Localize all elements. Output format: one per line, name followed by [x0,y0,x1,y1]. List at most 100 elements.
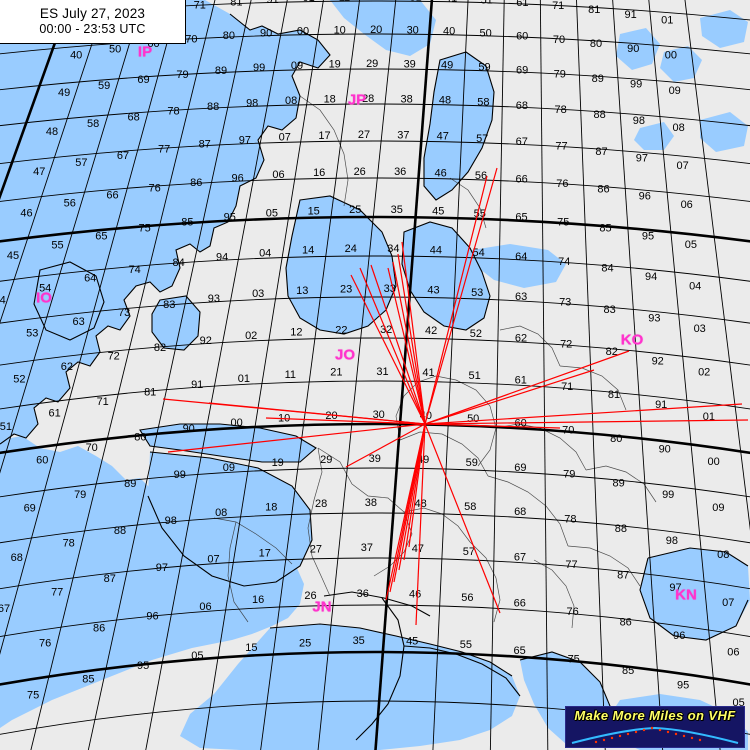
grid-square-number: 99 [253,62,265,74]
baltic-sea [402,222,490,330]
grid-square-number: 85 [622,665,634,677]
grid-square-number: 76 [566,606,578,618]
propagation-path [208,402,426,425]
grid-square-number: 35 [353,635,365,647]
grid-square-number: 64 [84,273,96,285]
grid-square-number: 96 [146,611,158,623]
grid-square-number: 22 [335,324,347,336]
grid-square-number: 01 [703,411,715,423]
propagation-path [424,175,488,425]
grid-field-io: IO [36,289,52,307]
grid-square-number: 34 [387,243,399,255]
grid-square-number: 05 [685,239,697,251]
grid-square-number: 82 [154,342,166,354]
grid-square-number: 53 [26,327,38,339]
grid-square-number: 56 [475,170,487,182]
grid-field-jo: JO [334,346,356,364]
grid-square-number: 76 [556,178,568,190]
grid-square-number: 68 [127,111,139,123]
biscay-coast [147,451,313,587]
border-ukraine [585,465,657,503]
grid-square-number: 81 [230,0,242,8]
grid-field-kn: KN [675,586,697,604]
grid-square-number: 70 [553,34,565,46]
grid-square-number: 50 [109,44,121,56]
title-date: ES July 27, 2023 [39,6,146,21]
grid-square-number: 51 [0,421,12,433]
country-borders-layer [213,95,657,629]
propagation-path [385,423,426,601]
white-sea-inlet [700,10,748,48]
grid-square-number: 95 [642,230,654,242]
grid-square-number: 05 [191,650,203,662]
grid-square-number: 06 [199,601,211,613]
grid-square-number: 86 [597,184,609,196]
grid-square-number: 49 [58,87,70,99]
grid-square-number: 69 [137,74,149,86]
grid-square-number: 04 [259,247,271,259]
grid-square-number: 57 [75,157,87,169]
grid-square-number: 60 [36,454,48,466]
grid-square-number: 26 [304,590,316,602]
grid-square-number: 53 [471,287,483,299]
irish-sea-coast [151,295,201,351]
grid-square-number: 44 [430,244,442,256]
grid-square-number: 96 [639,191,651,203]
grid-square-number: 57 [463,546,475,558]
watermark-dots [594,726,702,744]
border-poland-czech [495,423,587,471]
grid-square-number: 99 [630,79,642,91]
grid-square-number: 59 [466,457,478,469]
grid-square-number: 88 [207,101,219,113]
grid-square-number: 88 [593,109,605,121]
grid-square-number: 55 [460,639,472,651]
grid-square-number: 73 [118,307,130,319]
grid-square-number: 37 [397,129,409,141]
grid-square-number: 80 [223,30,235,42]
grid-square-number: 67 [0,603,10,615]
grid-square-number: 78 [63,537,75,549]
grid-square-number: 39 [404,58,416,70]
propagation-path [424,423,501,614]
grid-square-number: 54 [39,283,51,295]
propagation-path [424,423,561,429]
grid-square-number: 78 [564,513,576,525]
grid-square-number: 91 [655,399,667,411]
grid-square-number: 40 [70,50,82,62]
title-timerange: 00:00 - 23:53 UTC [39,22,146,36]
grid-square-number: 46 [409,589,421,601]
propagation-path [424,167,498,425]
propagation-path [424,350,630,425]
irish-sea [152,296,200,350]
grid-square-number: 15 [245,642,257,654]
watermark-text: Make More Miles on VHF [574,708,736,723]
grid-square-number: 68 [514,506,526,518]
black-sea-south-coast [639,557,749,641]
grid-field-jn: JN [312,598,332,616]
border-belarus [559,365,627,411]
grid-square-number: 36 [357,588,369,600]
grid-square-number: 99 [662,489,674,501]
grid-square-number: 41 [445,0,457,5]
grid-square-number: 98 [633,115,645,127]
grid-square-numbers: 41 51 61 71 81 91 01 11 21 31 41 51 61 71 81 91 01 40 50 60… [0,0,745,709]
grid-square-number: 52 [13,373,25,385]
grid-square-number: 88 [615,523,627,535]
propagation-path [424,403,743,425]
grid-square-number: 08 [285,95,297,107]
grid-square-number: 66 [106,189,118,201]
grid-square-number: 98 [246,98,258,110]
watermark-logo: Make More Miles on VHF [565,706,745,748]
grid-square-number: 81 [608,389,620,401]
grid-square-number: 29 [320,454,332,466]
grid-square-number: 17 [259,547,271,559]
grid-square-number: 59 [478,62,490,74]
mediterranean-north-coast [269,623,513,677]
grid-square-number: 43 [427,284,439,296]
grid-square-number: 79 [176,69,188,81]
grid-square-number: 52 [470,328,482,340]
grid-square-number: 48 [439,95,451,107]
grid-square-number: 79 [74,489,86,501]
grid-square-number: 21 [330,367,342,379]
grid-square-number: 45 [406,636,418,648]
